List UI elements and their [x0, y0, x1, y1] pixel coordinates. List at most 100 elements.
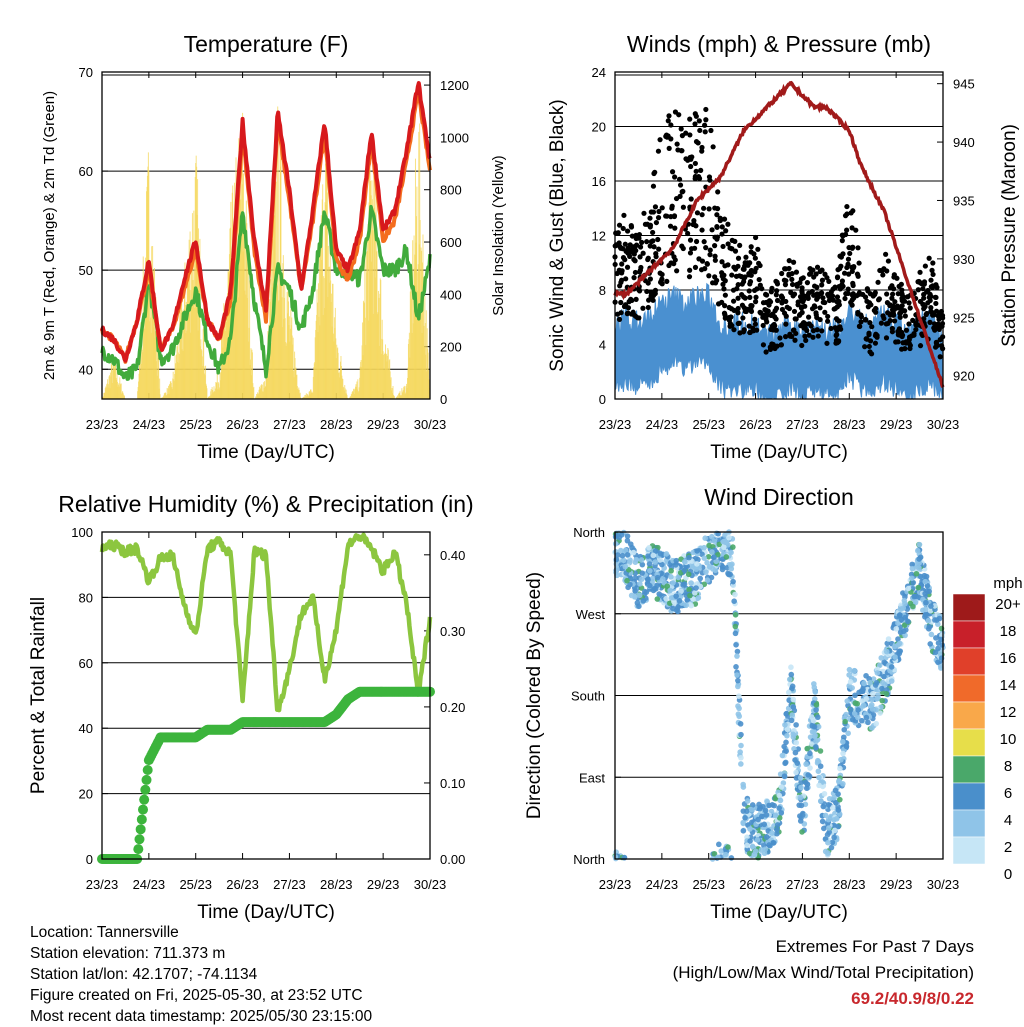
gust-point: [653, 251, 659, 257]
direction-point: [811, 728, 817, 735]
gust-point: [824, 340, 830, 346]
gust-point: [752, 269, 758, 275]
gust-point: [830, 297, 836, 303]
direction-point: [747, 826, 753, 832]
gust-point: [862, 317, 869, 323]
gust-point: [811, 283, 818, 289]
winds-xtick-label: 23/23: [599, 417, 632, 432]
rain-point: [138, 804, 148, 815]
humidity-y2tick-label: 0.40: [440, 548, 465, 563]
winds-y2tick-label: 935: [953, 193, 975, 208]
gust-point: [712, 280, 719, 286]
gust-point: [772, 345, 778, 352]
gust-point: [839, 238, 845, 244]
speed-legend-swatch: [952, 593, 986, 622]
direction-point: [756, 801, 762, 808]
gust-point: [782, 266, 788, 272]
temperature-title: Temperature (F): [184, 31, 349, 57]
gust-point: [764, 299, 771, 305]
direction-point: [654, 596, 661, 602]
direction-point: [770, 840, 777, 846]
station-info: Location: Tannersville Station elevation…: [30, 922, 372, 1027]
gust-point: [748, 302, 754, 309]
direction-point: [897, 612, 903, 618]
direction-point: [732, 611, 739, 618]
gust-point: [802, 333, 808, 339]
gust-point: [858, 319, 864, 325]
gust-point: [755, 246, 761, 252]
humidity-xtick-label: 27/23: [273, 877, 306, 892]
gust-point: [714, 212, 720, 218]
gust-point: [845, 261, 851, 267]
gust-point: [637, 254, 643, 260]
gust-point: [748, 244, 754, 250]
gust-point: [856, 323, 863, 329]
gust-point: [806, 332, 812, 338]
direction-point: [692, 590, 698, 596]
direction-point: [815, 768, 822, 775]
direction-point: [647, 567, 653, 574]
direction-point: [813, 743, 819, 750]
gust-point: [834, 317, 840, 323]
direction-point: [737, 721, 744, 727]
gust-point: [652, 287, 659, 293]
gust-point: [864, 336, 870, 342]
temperature-y2tick-label: 600: [440, 235, 462, 250]
gust-point: [911, 332, 917, 338]
humidity-xtick-label: 23/23: [86, 877, 119, 892]
direction-point: [826, 825, 832, 831]
direction-point: [740, 828, 747, 834]
gust-point: [848, 299, 854, 305]
direction-point: [911, 593, 918, 600]
direction-point: [733, 664, 739, 670]
gust-point: [704, 261, 710, 267]
gust-point: [849, 292, 856, 299]
direction-point: [840, 781, 846, 787]
gust-point: [935, 312, 942, 319]
gust-point: [621, 212, 627, 218]
direction-point: [683, 602, 689, 609]
gust-point: [667, 223, 674, 229]
temperature-ylabel-right: Solar Insolation (Yellow): [490, 155, 507, 315]
direction-point: [639, 561, 646, 568]
gust-point: [756, 260, 762, 266]
gust-point: [862, 294, 869, 300]
gust-point: [614, 311, 621, 317]
direction-point: [776, 815, 783, 821]
direction-point: [922, 578, 929, 585]
gust-point: [805, 292, 811, 299]
gust-point: [856, 291, 862, 297]
gust-point: [903, 327, 910, 333]
direction-point: [826, 829, 832, 835]
speed-legend-swatch: [952, 809, 986, 838]
gust-point: [849, 225, 855, 231]
direction-point: [640, 597, 647, 604]
gust-point: [822, 309, 828, 315]
direction-point: [900, 605, 907, 611]
gust-point: [672, 225, 678, 231]
gust-point: [688, 163, 694, 170]
gust-point: [725, 241, 731, 247]
direction-ytick-label: North: [573, 525, 605, 540]
gust-point: [631, 256, 637, 263]
direction-point: [785, 689, 792, 696]
gust-point: [618, 299, 624, 306]
direction-point: [758, 813, 765, 820]
gust-point: [647, 215, 653, 221]
gust-point: [625, 250, 631, 256]
rain-point: [136, 814, 147, 825]
speed-legend-swatch: [952, 836, 986, 865]
gust-point: [648, 209, 654, 215]
direction-point: [772, 812, 779, 819]
gust-point: [746, 272, 752, 278]
direction-point: [722, 532, 728, 538]
winds-ytick-label: 4: [599, 338, 606, 353]
gust-point: [715, 189, 721, 195]
direction-point: [815, 759, 822, 765]
direction-point: [938, 636, 944, 643]
direction-point: [831, 834, 837, 841]
extremes-box: Extremes For Past 7 Days (High/Low/Max W…: [673, 934, 974, 1012]
direction-point: [789, 712, 796, 718]
direction-point: [783, 710, 790, 717]
gust-point: [721, 216, 728, 222]
